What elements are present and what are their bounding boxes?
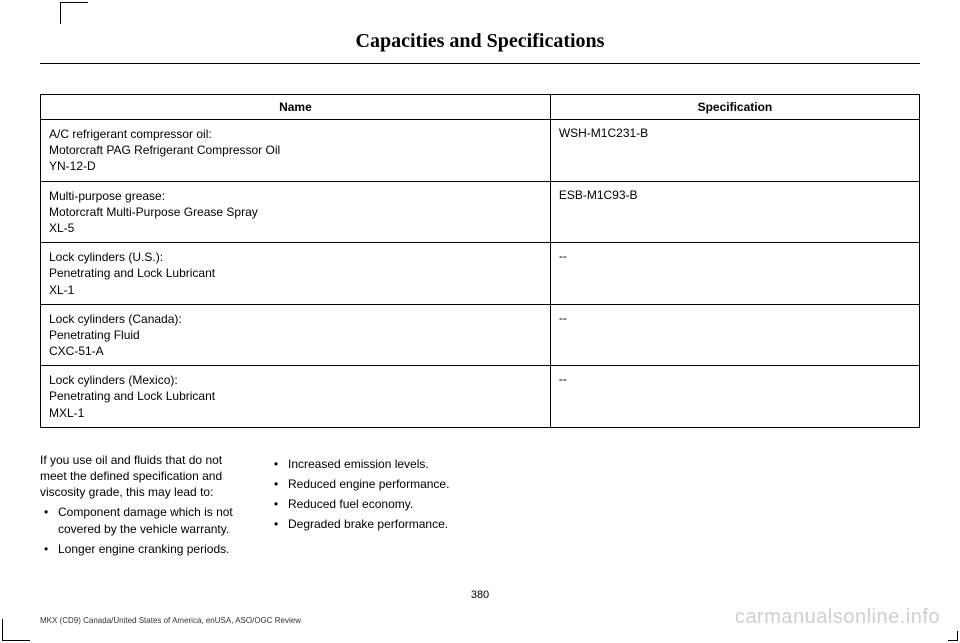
cell-line: Penetrating and Lock Lubricant xyxy=(49,265,542,281)
body-columns: If you use oil and fluids that do not me… xyxy=(40,452,920,561)
table-row: Lock cylinders (Mexico): Penetrating and… xyxy=(41,366,920,428)
cell-line: Penetrating Fluid xyxy=(49,327,542,343)
list-item: Reduced fuel economy. xyxy=(270,496,480,512)
spec-cell: ESB-M1C93-B xyxy=(550,181,919,243)
list-item: Reduced engine performance. xyxy=(270,476,480,492)
cell-line: Motorcraft Multi-Purpose Grease Spray xyxy=(49,204,542,220)
name-cell: Lock cylinders (Mexico): Penetrating and… xyxy=(41,366,551,428)
bullet-list: Increased emission levels. Reduced engin… xyxy=(270,456,480,533)
header-name: Name xyxy=(41,95,551,120)
cell-line: Lock cylinders (U.S.): xyxy=(49,249,542,265)
cell-line: CXC-51-A xyxy=(49,343,542,359)
table-row: A/C refrigerant compressor oil: Motorcra… xyxy=(41,120,920,182)
watermark: carmanualsonline.info xyxy=(735,606,940,629)
table-row: Lock cylinders (U.S.): Penetrating and L… xyxy=(41,243,920,305)
crop-mark-top-left xyxy=(60,2,88,24)
cell-line: YN-12-D xyxy=(49,158,542,174)
column-2: Increased emission levels. Reduced engin… xyxy=(270,452,480,561)
cell-line: A/C refrigerant compressor oil: xyxy=(49,126,542,142)
cell-line: Penetrating and Lock Lubricant xyxy=(49,388,542,404)
list-item: Longer engine cranking periods. xyxy=(40,541,250,557)
table-row: Lock cylinders (Canada): Penetrating Flu… xyxy=(41,304,920,366)
intro-text: If you use oil and fluids that do not me… xyxy=(40,452,250,501)
bullet-list: Component damage which is not covered by… xyxy=(40,504,250,557)
header-spec: Specification xyxy=(550,95,919,120)
list-item: Increased emission levels. xyxy=(270,456,480,472)
name-cell: Lock cylinders (U.S.): Penetrating and L… xyxy=(41,243,551,305)
cell-line: XL-1 xyxy=(49,282,542,298)
name-cell: Multi-purpose grease: Motorcraft Multi-P… xyxy=(41,181,551,243)
spec-cell: -- xyxy=(550,304,919,366)
spec-cell: WSH-M1C231-B xyxy=(550,120,919,182)
column-1: If you use oil and fluids that do not me… xyxy=(40,452,250,561)
cell-line: Motorcraft PAG Refrigerant Compressor Oi… xyxy=(49,142,542,158)
table-header-row: Name Specification xyxy=(41,95,920,120)
list-item: Component damage which is not covered by… xyxy=(40,504,250,536)
crop-mark-bottom-left xyxy=(2,619,30,641)
name-cell: Lock cylinders (Canada): Penetrating Flu… xyxy=(41,304,551,366)
page-number: 380 xyxy=(471,589,489,601)
page-title: Capacities and Specifications xyxy=(40,30,920,64)
cell-line: Lock cylinders (Canada): xyxy=(49,311,542,327)
name-cell: A/C refrigerant compressor oil: Motorcra… xyxy=(41,120,551,182)
cell-line: Multi-purpose grease: xyxy=(49,188,542,204)
footer-note: MKX (CD9) Canada/United States of Americ… xyxy=(40,616,301,625)
cell-line: MXL-1 xyxy=(49,405,542,421)
specifications-table: Name Specification A/C refrigerant compr… xyxy=(40,94,920,428)
table-row: Multi-purpose grease: Motorcraft Multi-P… xyxy=(41,181,920,243)
spec-cell: -- xyxy=(550,366,919,428)
cell-line: XL-5 xyxy=(49,220,542,236)
list-item: Degraded brake performance. xyxy=(270,516,480,532)
crop-mark-bottom-right xyxy=(948,631,958,641)
cell-line: Lock cylinders (Mexico): xyxy=(49,372,542,388)
spec-cell: -- xyxy=(550,243,919,305)
